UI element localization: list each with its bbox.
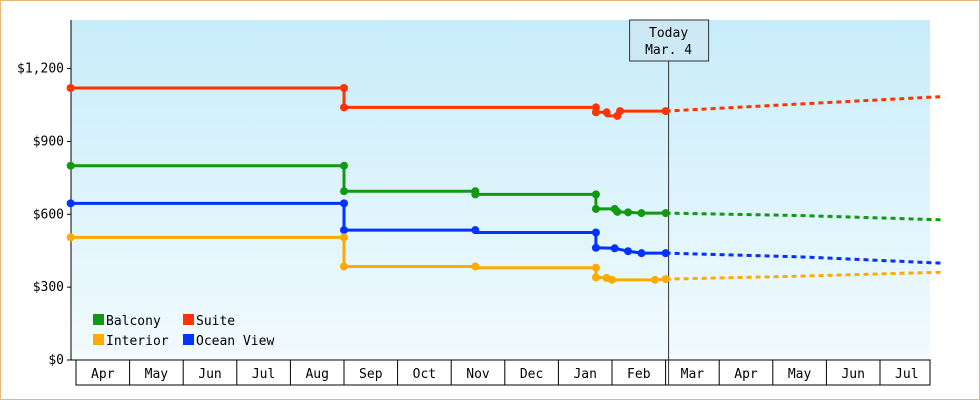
data-point-interior xyxy=(661,275,670,284)
legend-item-balcony: Balcony xyxy=(93,314,161,329)
x-tick-label: Jun xyxy=(198,367,221,382)
data-point-balcony xyxy=(661,209,670,218)
data-point-suite xyxy=(340,103,348,112)
data-point-ocean-view xyxy=(340,199,348,208)
y-axis: $0 $300 $600 $900 $1,200 xyxy=(17,20,72,368)
x-tick-label: Feb xyxy=(627,367,651,382)
x-tick-label: Jul xyxy=(252,367,275,382)
data-point-interior xyxy=(340,233,348,242)
legend-item-interior: Interior xyxy=(93,334,169,349)
data-point-balcony xyxy=(340,161,348,170)
y-tick-label: $600 xyxy=(33,207,64,222)
data-point-balcony xyxy=(340,187,348,196)
data-point-interior xyxy=(591,263,600,272)
today-box xyxy=(629,19,710,62)
x-tick-label: Jan xyxy=(573,367,596,382)
data-point-balcony xyxy=(591,204,600,213)
data-point-interior xyxy=(471,262,480,271)
legend-swatch xyxy=(93,314,104,325)
data-point-suite xyxy=(602,108,611,117)
x-tick-label: Sep xyxy=(359,367,383,382)
x-axis: Apr May Jun Jul Aug Sep Oct Nov Dec Jan Feb Mar Apr M… xyxy=(71,359,931,386)
data-point-ocean-view xyxy=(591,243,600,252)
x-tick-label: Aug xyxy=(305,367,328,382)
data-point-interior xyxy=(340,262,348,271)
x-tick-label: May xyxy=(788,367,812,382)
legend-label: Ocean View xyxy=(196,334,274,349)
data-point-interior xyxy=(608,275,616,284)
x-tick-label: Oct xyxy=(413,367,436,382)
x-tick-label: May xyxy=(145,367,169,382)
legend-swatch xyxy=(183,314,194,325)
y-tick-label: $0 xyxy=(48,353,64,368)
legend: Balcony Suite Interior Ocean View xyxy=(93,314,274,349)
y-tick-label: $900 xyxy=(33,134,64,149)
data-point-suite xyxy=(661,107,670,116)
legend-item-ocean-view: Ocean View xyxy=(183,334,274,349)
data-point-balcony xyxy=(624,208,633,217)
legend-item-suite: Suite xyxy=(183,314,235,329)
data-point-ocean-view xyxy=(624,247,633,256)
today-label: Today xyxy=(649,26,688,41)
data-point-balcony xyxy=(637,209,646,218)
data-point-suite xyxy=(591,108,600,117)
data-point-ocean-view xyxy=(471,226,480,235)
data-point-suite xyxy=(340,84,348,92)
data-point-ocean-view xyxy=(591,228,600,237)
legend-swatch xyxy=(93,334,104,345)
y-tick-label: $300 xyxy=(33,280,64,295)
data-point-ocean-view xyxy=(661,249,670,258)
x-tick-label: Mar xyxy=(681,367,705,382)
x-tick-label: Jul xyxy=(895,367,918,382)
data-point-ocean-view xyxy=(66,199,75,208)
plot-background xyxy=(71,20,930,360)
data-point-interior xyxy=(591,273,600,282)
data-point-balcony xyxy=(471,190,480,199)
data-point-interior xyxy=(650,275,659,284)
data-point-balcony xyxy=(591,190,600,199)
data-point-balcony xyxy=(66,161,75,170)
legend-label: Interior xyxy=(106,334,169,349)
data-point-ocean-view xyxy=(340,226,348,235)
data-point-interior xyxy=(66,233,75,242)
today-date: Mar. 4 xyxy=(645,43,692,58)
x-axis-band xyxy=(75,359,931,386)
data-point-suite xyxy=(66,84,75,92)
data-point-ocean-view xyxy=(610,244,619,253)
x-tick-label: Apr xyxy=(91,367,115,382)
legend-label: Suite xyxy=(196,314,235,329)
x-tick-label: Dec xyxy=(520,367,543,382)
legend-label: Balcony xyxy=(106,314,161,329)
series-lines xyxy=(66,84,945,284)
y-tick-label: $1,200 xyxy=(17,62,64,77)
today-marker: Today Mar. 4 xyxy=(629,19,710,385)
data-point-suite xyxy=(616,107,625,116)
data-point-ocean-view xyxy=(637,249,646,258)
legend-swatch xyxy=(183,334,194,345)
x-tick-label: Apr xyxy=(734,367,758,382)
data-point-balcony xyxy=(613,207,622,216)
x-tick-label: Nov xyxy=(466,367,490,382)
x-tick-label: Jun xyxy=(841,367,864,382)
